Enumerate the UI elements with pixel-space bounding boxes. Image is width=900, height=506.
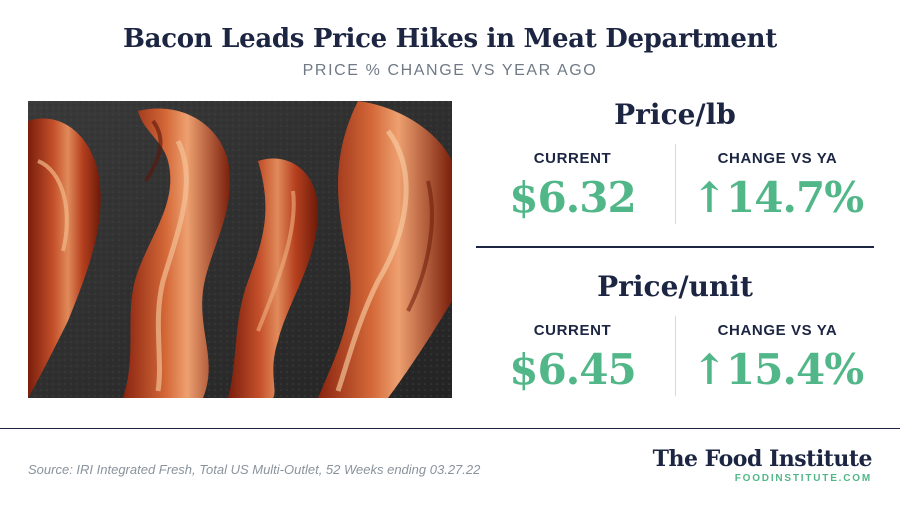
- brand-logo: The Food Institute FOODINSTITUTE.COM: [652, 446, 873, 484]
- change-label: CHANGE VS YA: [717, 322, 838, 339]
- price-per-unit-current: CURRENT $6.45: [470, 322, 675, 394]
- price-per-lb-current: CURRENT $6.32: [470, 150, 675, 222]
- bacon-photo: [28, 101, 452, 398]
- brand-url: FOODINSTITUTE.COM: [734, 473, 872, 484]
- column-divider: [675, 316, 676, 396]
- footer-divider: [0, 428, 900, 429]
- change-value: ↑15.4%: [691, 345, 864, 394]
- current-value: $6.32: [509, 173, 637, 222]
- price-per-unit-change: CHANGE VS YA ↑15.4%: [675, 322, 880, 394]
- price-per-unit-heading: Price/unit: [597, 270, 753, 303]
- page-subtitle: PRICE % CHANGE VS YEAR AGO: [302, 62, 598, 79]
- column-divider: [675, 144, 676, 224]
- section-divider: [476, 246, 874, 248]
- price-per-lb-panel: Price/lb CURRENT $6.32 CHANGE VS YA ↑14.…: [470, 98, 880, 238]
- current-value: $6.45: [509, 345, 637, 394]
- current-label: CURRENT: [533, 150, 612, 167]
- source-note: Source: IRI Integrated Fresh, Total US M…: [28, 462, 481, 477]
- change-label: CHANGE VS YA: [717, 150, 838, 167]
- page-title: Bacon Leads Price Hikes in Meat Departme…: [123, 24, 777, 54]
- price-per-lb-change: CHANGE VS YA ↑14.7%: [675, 150, 880, 222]
- price-per-lb-heading: Price/lb: [614, 98, 736, 131]
- current-label: CURRENT: [533, 322, 612, 339]
- change-value: ↑14.7%: [691, 173, 864, 222]
- brand-name: The Food Institute: [652, 446, 873, 472]
- price-per-unit-panel: Price/unit CURRENT $6.45 CHANGE VS YA ↑1…: [470, 270, 880, 410]
